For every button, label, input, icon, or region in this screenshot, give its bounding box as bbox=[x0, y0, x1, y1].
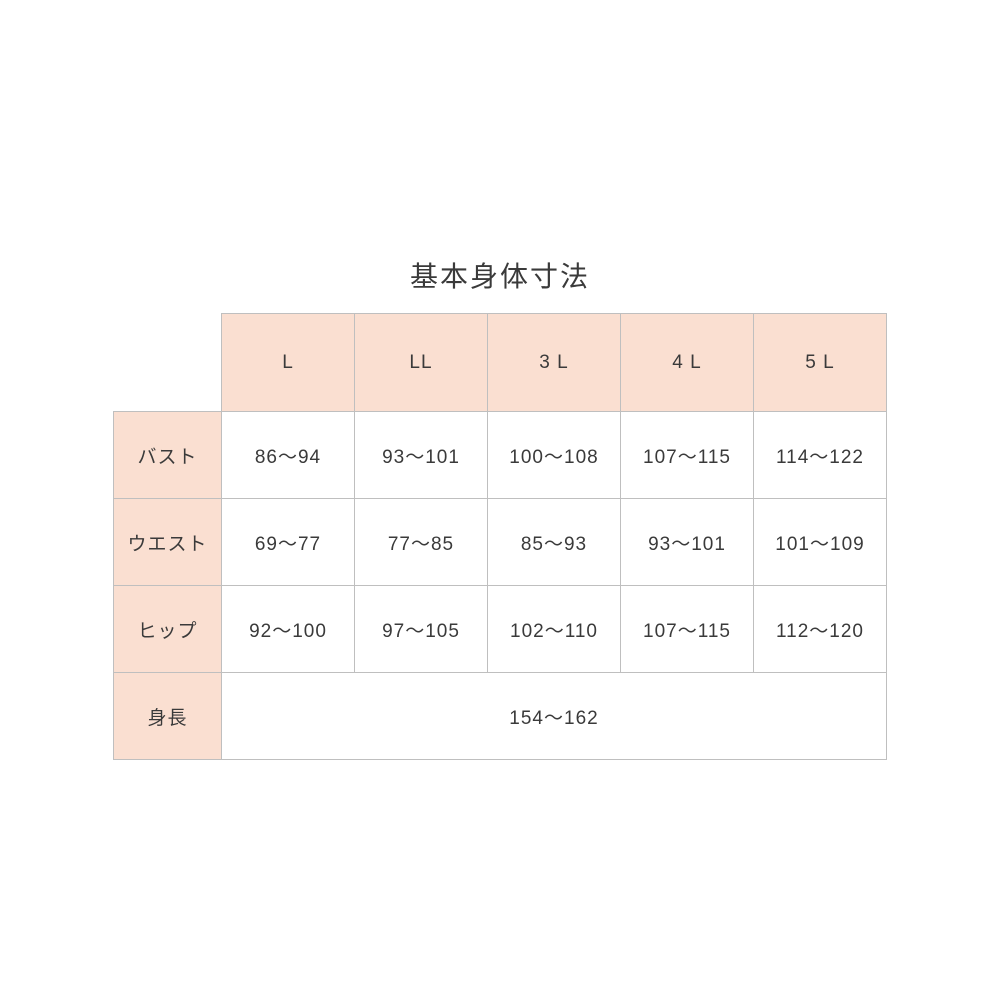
data-cell: 93～101 bbox=[621, 499, 754, 586]
table-row: 身長 154～162 bbox=[114, 673, 887, 760]
row-header-hip: ヒップ bbox=[114, 586, 222, 673]
data-cell: 92～100 bbox=[222, 586, 355, 673]
data-cell: 112～120 bbox=[754, 586, 887, 673]
table-title: 基本身体寸法 bbox=[410, 255, 590, 295]
size-table: L LL 3 L 4 L 5 L バスト 86～94 93～101 100～10… bbox=[113, 313, 887, 760]
data-cell: 102～110 bbox=[488, 586, 621, 673]
row-header-bust: バスト bbox=[114, 412, 222, 499]
data-cell-merged: 154～162 bbox=[222, 673, 887, 760]
table-row: ウエスト 69～77 77～85 85～93 93～101 101～109 bbox=[114, 499, 887, 586]
col-header-3L: 3 L bbox=[488, 314, 621, 412]
header-row: L LL 3 L 4 L 5 L bbox=[114, 314, 887, 412]
corner-blank-cell bbox=[114, 314, 222, 412]
data-cell: 69～77 bbox=[222, 499, 355, 586]
data-cell: 101～109 bbox=[754, 499, 887, 586]
col-header-L: L bbox=[222, 314, 355, 412]
table-row: ヒップ 92～100 97～105 102～110 107～115 112～12… bbox=[114, 586, 887, 673]
data-cell: 86～94 bbox=[222, 412, 355, 499]
data-cell: 114～122 bbox=[754, 412, 887, 499]
row-header-height: 身長 bbox=[114, 673, 222, 760]
data-cell: 97～105 bbox=[355, 586, 488, 673]
data-cell: 85～93 bbox=[488, 499, 621, 586]
col-header-LL: LL bbox=[355, 314, 488, 412]
row-header-waist: ウエスト bbox=[114, 499, 222, 586]
data-cell: 100～108 bbox=[488, 412, 621, 499]
data-cell: 107～115 bbox=[621, 586, 754, 673]
table-row: バスト 86～94 93～101 100～108 107～115 114～122 bbox=[114, 412, 887, 499]
col-header-5L: 5 L bbox=[754, 314, 887, 412]
data-cell: 93～101 bbox=[355, 412, 488, 499]
data-cell: 77～85 bbox=[355, 499, 488, 586]
size-table-wrapper: L LL 3 L 4 L 5 L バスト 86～94 93～101 100～10… bbox=[113, 313, 887, 760]
col-header-4L: 4 L bbox=[621, 314, 754, 412]
data-cell: 107～115 bbox=[621, 412, 754, 499]
